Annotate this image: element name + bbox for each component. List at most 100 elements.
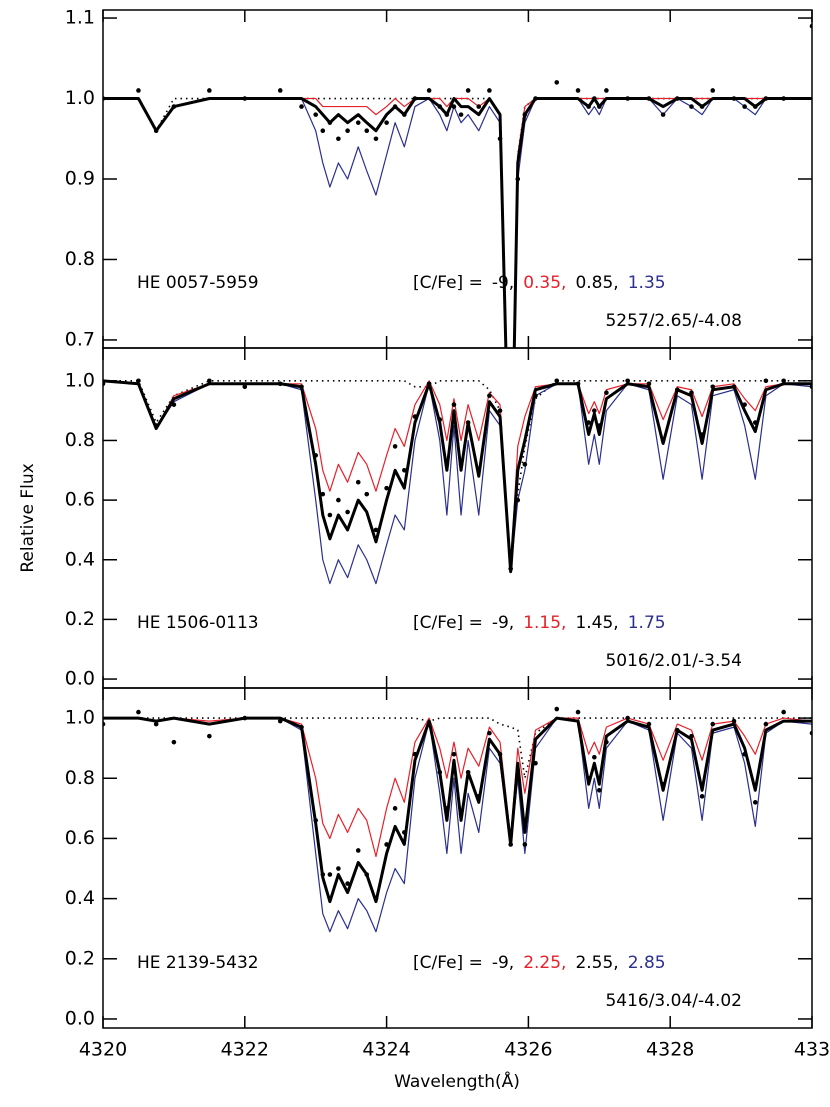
series-line (103, 716, 812, 904)
data-point (277, 88, 283, 93)
stellar-params: 5416/3.04/-4.02 (605, 991, 742, 1011)
data-point (412, 414, 418, 419)
data-point (451, 104, 457, 109)
data-point (476, 794, 482, 799)
data-point (586, 420, 591, 425)
series-line (103, 380, 812, 585)
plot-area (103, 706, 812, 933)
series-line (103, 97, 812, 348)
data-point (242, 715, 248, 721)
data-point (586, 775, 591, 781)
series-line (103, 97, 812, 348)
data-point (313, 112, 319, 117)
data-point (327, 120, 333, 125)
data-point (689, 390, 694, 396)
data-point (364, 872, 370, 877)
data-point (336, 136, 341, 142)
data-point (487, 730, 492, 736)
data-point (313, 453, 319, 458)
data-point (660, 438, 666, 443)
data-point (426, 381, 432, 387)
data-point (508, 566, 513, 572)
data-point (136, 88, 141, 93)
panel-frame (102, 687, 813, 1029)
x-tick-label: 4328 (646, 1039, 694, 1061)
data-point (487, 393, 492, 399)
data-point (373, 527, 379, 533)
legend-entry: 0.35, (523, 273, 566, 293)
data-point (604, 390, 609, 396)
data-point (554, 80, 560, 85)
y-tick-label: 0.7 (65, 328, 95, 350)
data-point (674, 96, 680, 101)
cfe-annotation: [C/Fe] = -9, 1.15, 1.45, 1.75 (413, 613, 666, 633)
data-point (458, 112, 464, 117)
data-point (458, 812, 464, 817)
data-point (554, 706, 560, 712)
y-tick-label: 0.9 (65, 168, 95, 190)
stellar-params: 5257/2.65/-4.08 (605, 311, 742, 331)
data-point (465, 420, 471, 425)
data-point (355, 479, 361, 485)
data-point (533, 96, 538, 101)
data-point (277, 718, 283, 724)
data-point (710, 88, 716, 93)
data-point (299, 104, 304, 109)
data-point (660, 781, 666, 787)
legend-entry: 1.75 (628, 613, 666, 633)
data-point (781, 378, 786, 384)
legend-entry: 0.85, (575, 273, 618, 293)
data-point (327, 872, 333, 877)
data-point (508, 842, 513, 847)
series-line (103, 717, 812, 858)
x-tick-label: 4322 (221, 1039, 269, 1061)
data-point (336, 497, 341, 503)
y-tick-label: 0.4 (65, 548, 95, 570)
y-tick-label: 0.6 (65, 489, 95, 511)
data-point (763, 96, 769, 101)
plot-area (103, 23, 812, 504)
data-point (586, 104, 591, 109)
panel: 0.7 0.8 0.9 1.0 1.1 HE 0057-5959 [C/Fe] = -9, 0.… (65, 7, 813, 504)
series-line (103, 97, 812, 348)
legend-entry: 2.85 (628, 953, 666, 973)
data-point (437, 417, 443, 422)
y-tick-label: 0.8 (65, 429, 95, 451)
data-point (575, 381, 581, 387)
data-point (320, 128, 326, 134)
y-tick-label: 1.0 (65, 707, 95, 729)
data-point (136, 378, 141, 384)
data-point (554, 378, 560, 384)
panel: 0.0 0.2 0.4 0.6 0.8 1.0 4320 4322 4324 4326 4328 43… (65, 687, 830, 1092)
y-tick-label: 1.0 (65, 369, 95, 391)
data-point (710, 721, 716, 727)
data-point (731, 384, 737, 390)
data-point (742, 104, 747, 109)
data-point (207, 88, 212, 93)
data-point (207, 733, 212, 739)
data-point (592, 754, 597, 760)
data-point (242, 96, 248, 101)
data-point (426, 88, 432, 93)
data-point (136, 709, 141, 715)
data-point (522, 112, 528, 117)
x-tick-label: 4320 (79, 1039, 127, 1061)
data-point (699, 794, 705, 799)
data-point (508, 499, 513, 504)
data-point (171, 402, 177, 407)
series-line (103, 717, 812, 933)
data-point (277, 381, 283, 387)
data-point (373, 136, 379, 142)
data-point (533, 760, 538, 766)
data-point (752, 420, 758, 425)
data-point (345, 881, 350, 886)
data-point (465, 769, 471, 775)
data-point (522, 462, 528, 467)
legend-entry: 2.55, (575, 953, 618, 973)
series-line (103, 380, 812, 570)
data-point (699, 104, 705, 109)
star-name: HE 2139-5432 (137, 953, 259, 973)
data-point (592, 96, 597, 101)
data-point (355, 120, 361, 125)
